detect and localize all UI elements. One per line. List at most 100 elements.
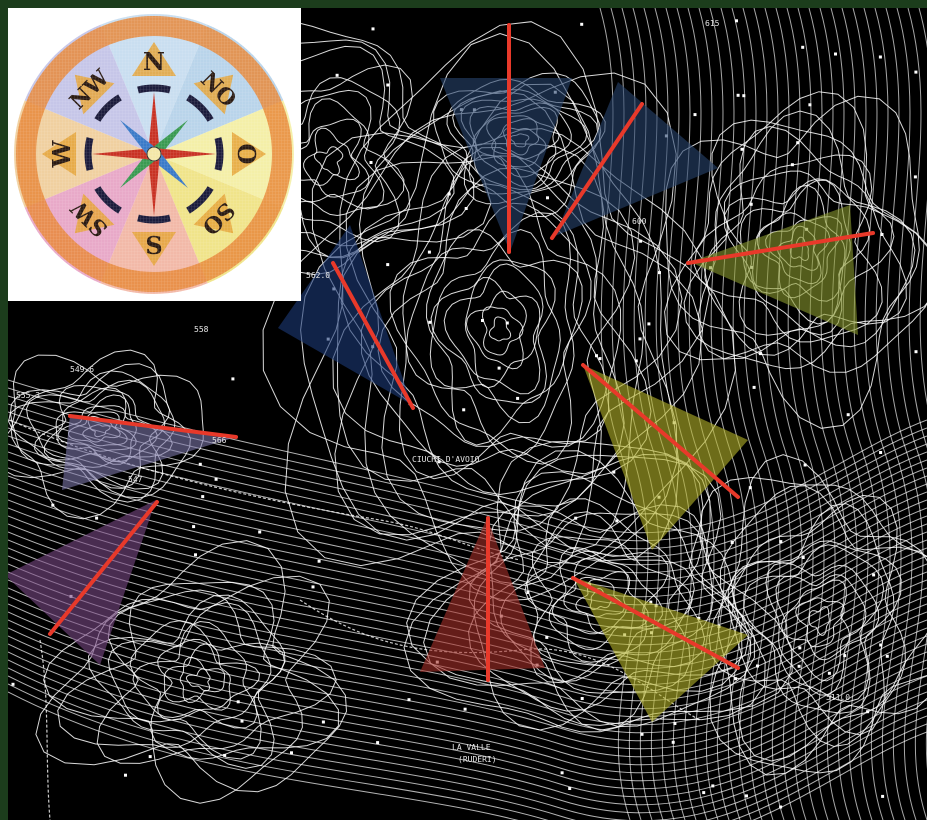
spot-height-marker (742, 94, 746, 98)
direction-line-3 (686, 231, 875, 265)
height-label-6: 600 (632, 217, 647, 226)
wedge-north (440, 78, 572, 252)
spot-height-marker (51, 503, 55, 507)
valley-contour-4 (8, 411, 927, 566)
spot-height-marker (545, 635, 549, 639)
contour-6-6 (743, 544, 885, 703)
spot-height-marker (427, 250, 431, 254)
valley-contour-27 (8, 595, 927, 750)
contour-5-6 (129, 620, 286, 748)
contour-lines (8, 8, 927, 820)
spot-height-marker (497, 366, 501, 370)
spot-height-marker (258, 530, 262, 534)
wedge-northwest (278, 225, 412, 405)
valley-contour-24 (8, 571, 927, 726)
contour-6-4 (775, 574, 867, 682)
spot-height-marker (758, 352, 762, 356)
contour-2-13 (664, 91, 927, 373)
wedge-southeast-1 (583, 365, 748, 550)
height-label-4: 566 (212, 436, 227, 445)
contour-6-10 (719, 485, 927, 762)
spot-height-marker (369, 161, 373, 164)
spot-height-marker (595, 354, 598, 358)
height-label-2: 549.6 (70, 365, 94, 374)
spot-height-marker (192, 525, 196, 529)
valley-contour-36 (8, 667, 927, 820)
contour-2-11 (697, 110, 916, 360)
wedge-south (420, 518, 545, 672)
contour-0-5 (443, 263, 544, 395)
spot-height-marker (734, 677, 738, 681)
spot-height-marker (612, 470, 616, 474)
contour-0-1 (488, 316, 512, 342)
wedge-southwest (8, 500, 156, 665)
view-wedges (8, 78, 858, 722)
spot-height-marker (464, 207, 468, 210)
contour-5-5 (132, 620, 258, 729)
valley-contour-30 (8, 619, 927, 774)
valley-contour-11 (8, 467, 927, 622)
spot-height-marker (885, 654, 889, 658)
height-label-9: 555.3 (16, 391, 40, 400)
spot-height-marker (376, 741, 380, 745)
ridge-contour-20 (819, 8, 858, 820)
spot-height-marker (752, 385, 756, 389)
spot-height-marker (878, 55, 882, 59)
direction-line-5 (571, 576, 740, 670)
spot-height-marker (386, 263, 390, 267)
spot-height-marker (481, 319, 484, 322)
valley-contour-29 (8, 611, 927, 766)
height-label-7: 615 (705, 19, 720, 28)
compass-rose: N NO O SO S SW W NW (8, 8, 301, 301)
spot-height-marker (779, 540, 783, 544)
height-label-8: 511.0 (826, 693, 850, 702)
spot-height-marker (321, 720, 325, 724)
valley-contour-13 (8, 483, 927, 638)
spot-height-marker (913, 175, 917, 179)
valley-contour-37 (8, 675, 927, 820)
contour-7-1 (313, 146, 344, 176)
contour-0-16 (345, 155, 683, 531)
contour-0-3 (465, 290, 527, 370)
valley-contour-34 (8, 651, 927, 806)
spot-height-marker (872, 573, 876, 577)
spot-height-marker (462, 408, 466, 412)
spot-height-marker (803, 463, 807, 467)
ridge-contour-28 (907, 8, 927, 770)
spot-height-marker (796, 141, 800, 145)
direction-lines (48, 23, 875, 682)
spot-height-marker (124, 773, 127, 777)
contour-2-14 (665, 95, 920, 429)
spot-height-marker (560, 771, 564, 775)
spot-height-marker (671, 740, 675, 744)
valley-contour-16 (8, 507, 927, 662)
ridge-contour-25 (874, 8, 913, 820)
valley-contour-25 (8, 579, 927, 734)
direction-line-4 (581, 363, 740, 499)
spot-height-marker (505, 321, 509, 325)
ridge-contour-12 (731, 8, 770, 820)
contour-0-2 (481, 306, 524, 356)
spot-height-marker (386, 83, 390, 87)
valley-contour-18 (8, 523, 927, 678)
ridge-contour-11 (720, 8, 759, 820)
spot-height-marker (214, 477, 218, 481)
contour-5-3 (163, 643, 231, 711)
spot-height-marker (640, 732, 644, 736)
spot-height-marker (437, 460, 441, 464)
spot-height-marker (880, 233, 884, 236)
spot-height-marker (756, 664, 759, 668)
contour-2-12 (683, 119, 927, 370)
compass-grid-overlay (8, 8, 301, 301)
wedge-southeast-2 (573, 577, 748, 722)
contour-5-10 (57, 581, 339, 760)
spot-height-marker (236, 700, 240, 704)
contour-6-12 (700, 476, 927, 774)
road-3 (39, 639, 51, 820)
spot-height-marker (463, 707, 467, 711)
spot-height-marker (95, 516, 99, 520)
spot-height-marker (697, 616, 701, 620)
valley-contour-15 (8, 499, 927, 654)
compass-rose-panel: N NO O SO S SW W NW (8, 8, 301, 301)
